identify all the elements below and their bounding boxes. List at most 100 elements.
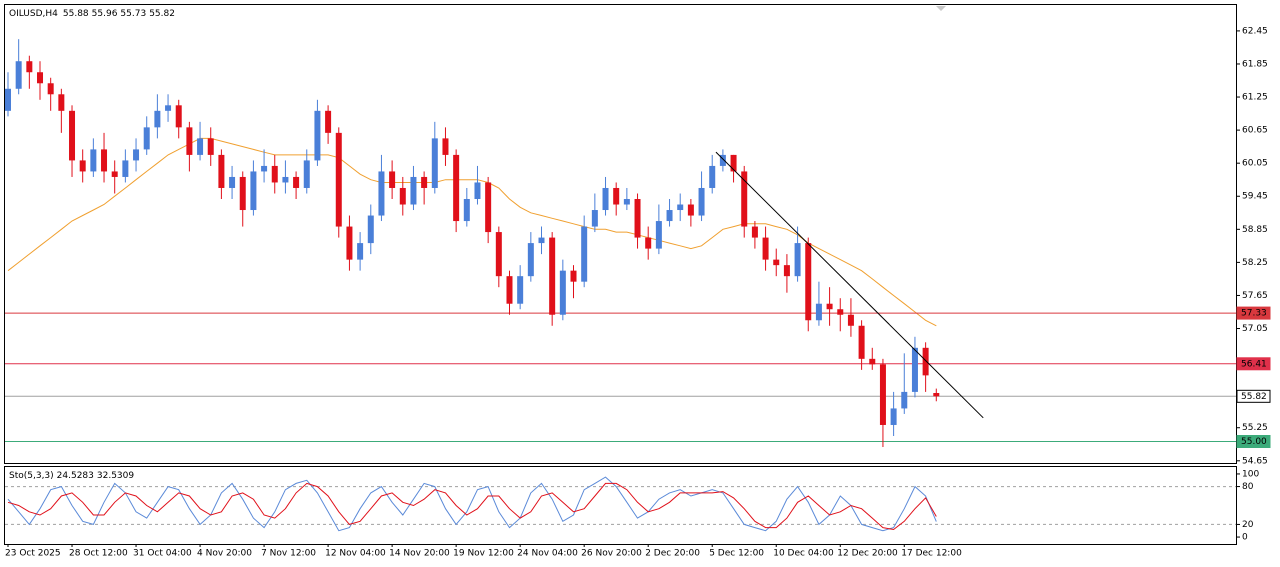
candle-body [421, 176, 428, 188]
x-tick-label: 19 Nov 12:00 [453, 549, 514, 559]
candle-body [581, 226, 588, 282]
candle-body [453, 154, 460, 222]
candle-body [250, 171, 257, 211]
y-tick-label: 55.25 [1242, 423, 1268, 433]
stochastic-tick-label: 0 [1242, 533, 1248, 543]
candle-body [517, 276, 524, 304]
candle-body [591, 210, 598, 227]
candle-body [485, 182, 492, 233]
candle-body [15, 61, 22, 89]
stochastic-signal [7, 482, 937, 531]
candle-body [133, 149, 140, 161]
candle-body [325, 110, 332, 133]
candle-body [645, 237, 652, 249]
candle-body [719, 154, 726, 166]
x-tick-label: 7 Nov 12:00 [261, 549, 316, 559]
x-tick-label: 2 Dec 20:00 [645, 549, 700, 559]
candle-body [37, 72, 44, 84]
candle-body [367, 215, 374, 244]
candle-body [666, 210, 673, 222]
price-level-label: 57.33 [1241, 309, 1267, 319]
candle-body [463, 199, 470, 222]
y-tick-label: 58.25 [1242, 258, 1268, 268]
trendline [715, 151, 984, 419]
candle-body [303, 160, 310, 188]
candle-body [175, 105, 182, 128]
candle-body [26, 61, 33, 73]
candle-body [847, 314, 854, 326]
stochastic-tick-label: 100 [1242, 469, 1259, 479]
candle-body [783, 265, 790, 277]
candle-body [890, 408, 897, 425]
candle-body [794, 243, 801, 277]
candle-body [165, 105, 172, 111]
price-level-label: 55.00 [1241, 437, 1267, 447]
candle-body [570, 270, 577, 282]
candle-body [495, 232, 502, 277]
x-tick-label: 4 Nov 20:00 [197, 549, 252, 559]
price-level-label: 56.41 [1241, 359, 1267, 369]
candle-body [709, 165, 716, 188]
shift-marker [936, 6, 946, 11]
candle-body [911, 347, 918, 392]
x-tick-label: 23 Oct 2025 [5, 549, 61, 559]
candle-body [431, 138, 438, 188]
chart-header: OILUSD,H4 55.88 55.96 55.73 55.82 [9, 9, 175, 19]
candle-body [261, 165, 268, 172]
candle-body [858, 325, 865, 359]
candle-body [549, 237, 556, 315]
price-level-badge [1236, 357, 1271, 371]
header-low: 55.73 [120, 9, 146, 19]
plot-layer: 62.45 61.85 61.25 60.65 60.05 59.45 58.85 58.25… [5, 26, 1271, 559]
x-tick-label: 24 Nov 04:00 [517, 549, 578, 559]
candle-body [293, 176, 300, 188]
stochastic-title: Sto(5,3,3) [9, 471, 54, 481]
candle-body [698, 187, 705, 216]
candle-body [869, 358, 876, 365]
candle-body [442, 138, 449, 155]
candle-body [922, 347, 929, 376]
candle-body [399, 187, 406, 205]
candle-body [314, 110, 321, 161]
stochastic-tick-label: 80 [1242, 482, 1254, 492]
y-tick-label: 54.65 [1242, 456, 1268, 466]
candle-body [389, 171, 396, 188]
candle-body [378, 171, 385, 216]
y-tick-label: 61.85 [1242, 59, 1268, 69]
candle-body [335, 132, 342, 227]
candle-body [239, 176, 246, 211]
y-tick-label: 58.85 [1242, 225, 1268, 235]
x-tick-label: 26 Nov 20:00 [581, 549, 642, 559]
header-open: 55.88 [63, 9, 89, 19]
x-tick-label: 12 Nov 04:00 [325, 549, 386, 559]
candle-body [58, 94, 65, 111]
candle-body [69, 110, 76, 161]
candle-body [346, 226, 353, 260]
candle-body [218, 154, 225, 188]
candle-body [90, 149, 97, 172]
x-tick-label: 31 Oct 04:00 [133, 549, 192, 559]
candle-body [282, 176, 289, 183]
candle-body [111, 171, 118, 177]
candle-body [655, 221, 662, 249]
symbol: OILUSD,H4 [9, 9, 58, 19]
candle-body [837, 309, 844, 315]
candle-body [143, 127, 150, 150]
candle-body [474, 182, 481, 200]
candle-body [613, 187, 620, 205]
x-tick-label: 14 Nov 20:00 [389, 549, 450, 559]
candle-body [815, 303, 822, 321]
candle-body [506, 276, 513, 304]
stochastic-main-last: 24.5283 [57, 471, 94, 481]
candle-body [687, 204, 694, 216]
candle-body [79, 160, 86, 172]
y-tick-label: 57.05 [1242, 324, 1268, 334]
candle-body [741, 171, 748, 227]
moving-average [7, 137, 937, 327]
stochastic-tick-label: 20 [1242, 520, 1254, 530]
candle-body [933, 393, 940, 397]
price-level-badge [1236, 306, 1271, 320]
